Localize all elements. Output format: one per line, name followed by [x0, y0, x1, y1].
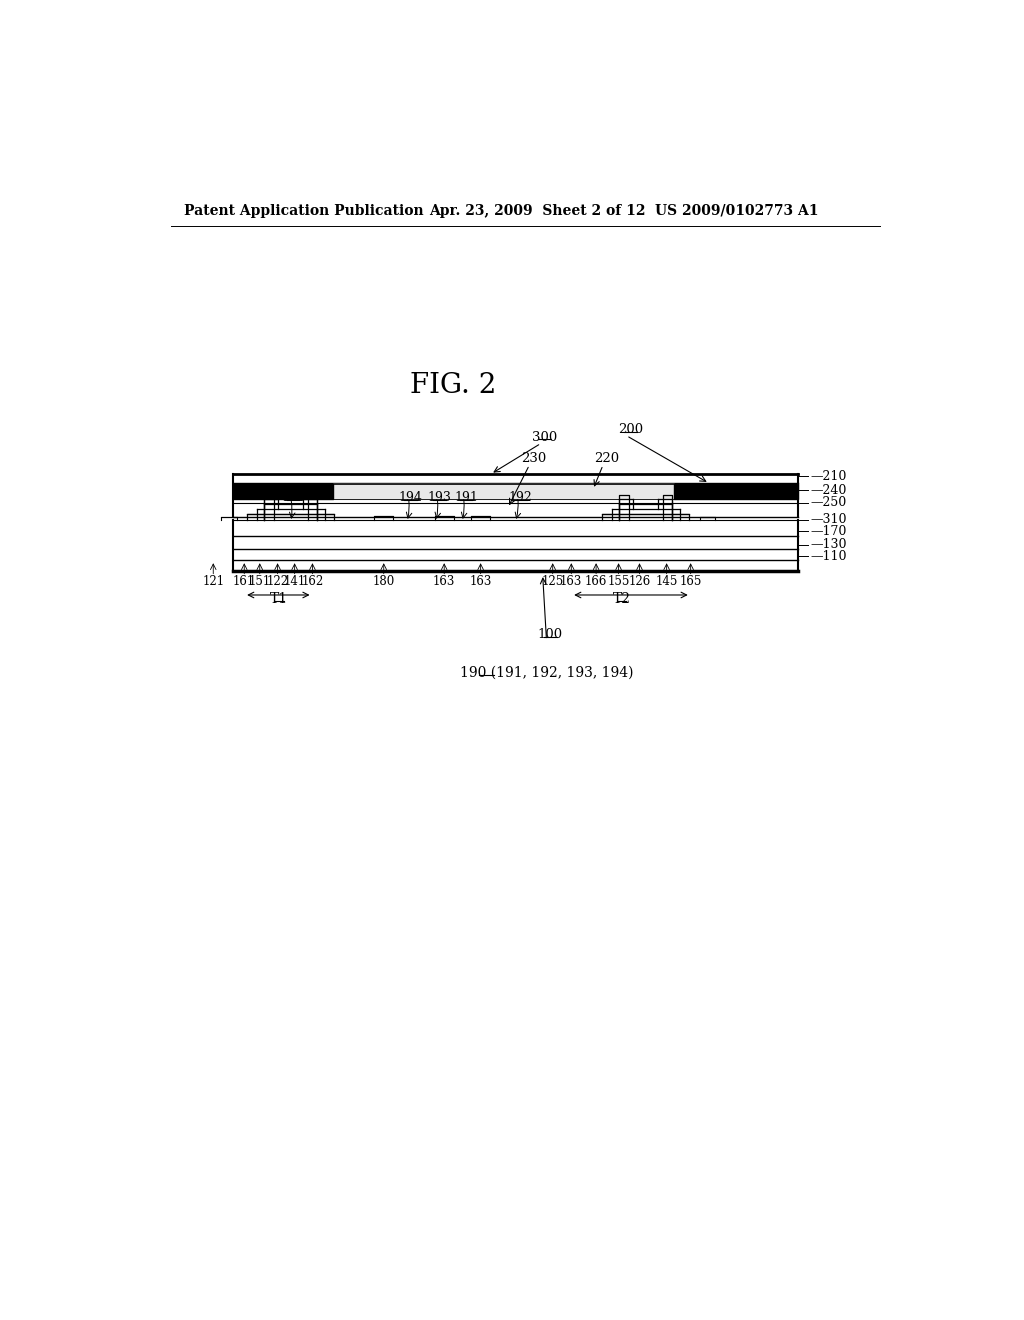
Text: 193: 193: [428, 491, 452, 504]
Text: US 2009/0102773 A1: US 2009/0102773 A1: [655, 203, 818, 218]
Text: 166: 166: [585, 576, 607, 589]
Text: 141: 141: [284, 576, 306, 589]
Text: —170: —170: [810, 524, 847, 537]
Text: 161: 161: [233, 576, 255, 589]
Text: 190 (191, 192, 193, 194): 190 (191, 192, 193, 194): [460, 665, 633, 680]
Text: —310: —310: [810, 513, 847, 527]
Text: 165: 165: [680, 576, 701, 589]
Text: 200: 200: [617, 422, 643, 436]
Text: 126: 126: [629, 576, 650, 589]
Text: 145: 145: [655, 576, 678, 589]
Text: 180: 180: [373, 576, 395, 589]
Text: 194: 194: [399, 491, 423, 504]
Text: 151: 151: [249, 576, 271, 589]
Text: 181: 181: [281, 491, 305, 504]
Text: 163: 163: [469, 576, 492, 589]
Text: Apr. 23, 2009  Sheet 2 of 12: Apr. 23, 2009 Sheet 2 of 12: [429, 203, 645, 218]
Text: 163: 163: [433, 576, 456, 589]
Text: —210: —210: [810, 470, 847, 483]
Text: Patent Application Publication: Patent Application Publication: [183, 203, 424, 218]
Text: —240: —240: [810, 483, 847, 496]
Text: 125: 125: [542, 576, 564, 589]
Text: T2: T2: [612, 591, 631, 606]
Text: 163: 163: [560, 576, 583, 589]
Text: 230: 230: [520, 453, 546, 465]
Text: 220: 220: [594, 453, 620, 465]
Text: 192: 192: [508, 491, 532, 504]
Text: 100: 100: [538, 628, 563, 640]
Text: —130: —130: [810, 539, 847, 552]
Text: —110: —110: [810, 550, 847, 564]
Text: 155: 155: [607, 576, 630, 589]
Text: —250: —250: [810, 496, 846, 510]
Text: FIG. 2: FIG. 2: [411, 372, 497, 399]
Text: 122: 122: [266, 576, 289, 589]
Text: 121: 121: [202, 576, 224, 589]
Text: T1: T1: [270, 591, 288, 606]
Text: 162: 162: [301, 576, 324, 589]
Text: 300: 300: [532, 430, 558, 444]
Text: 191: 191: [454, 491, 478, 504]
